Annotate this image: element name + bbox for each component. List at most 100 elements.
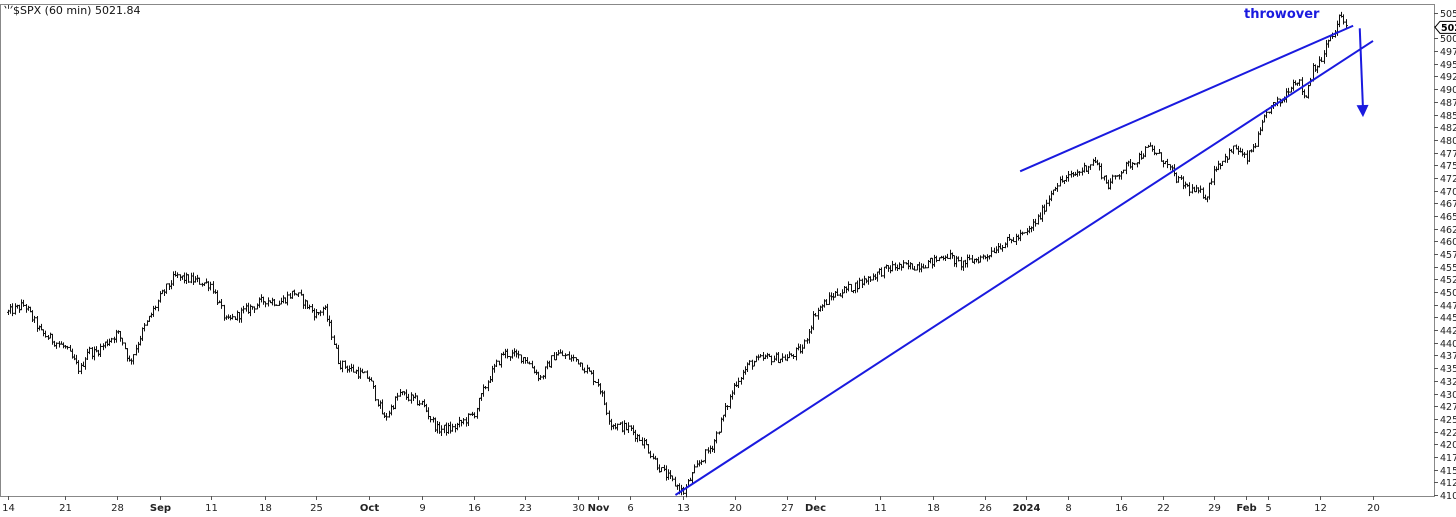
y-tick-label: 4125 [1440,478,1456,489]
ohlc-bar [1070,170,1073,178]
ohlc-bar [198,277,201,285]
x-tick-label: Nov [588,503,610,514]
ohlc-bar [924,265,927,269]
ohlc-bar [599,383,602,395]
ohlc-bar [159,291,162,303]
ohlc-bar [795,347,798,361]
ohlc-bar [93,346,96,361]
ohlc-bar [119,331,122,342]
ohlc-bar [341,360,344,373]
ohlc-bar [22,299,25,307]
ohlc-bar [128,355,131,362]
ohlc-bar [148,315,151,322]
ohlc-bar [1096,159,1099,166]
ohlc-bar [564,353,567,360]
ohlc-bar [869,276,872,282]
ohlc-bar [522,357,525,364]
ohlc-bar [33,315,36,324]
ohlc-bar [363,371,366,374]
ohlc-bar [319,310,322,317]
ohlc-bar [581,362,584,371]
x-axis: 14 21 28 Sep 11 18 25 Oct 9 16 23 30 Nov 6 13 20 27 Dec 11… [2,496,1380,514]
y-tick-label: 4500 [1440,288,1456,299]
ohlc-bar [715,431,718,444]
ohlc-bar [1012,237,1015,243]
ohlc-bar [1052,189,1055,196]
y-tick-label: 4600 [1440,237,1456,248]
ohlc-bar [1323,50,1326,64]
x-tick-label: 28 [111,503,124,514]
y-tick-label: 4300 [1440,390,1456,401]
x-tick-label: Dec [805,503,826,514]
ohlc-bar [553,352,556,361]
y-tick-label: 5050 [1440,9,1456,20]
ohlc-bar [693,464,696,474]
ohlc-bar [106,339,109,347]
ohlc-bar [801,344,804,354]
y-tick-label: 4800 [1440,136,1456,147]
ohlc-bar [825,299,828,306]
x-tick-label: 22 [1157,503,1170,514]
ohlc-bar [777,352,780,364]
arrow-head-icon [1356,104,1369,118]
ohlc-bar [9,304,12,314]
x-tick-label: 9 [419,503,425,514]
ohlc-bar [359,367,362,379]
ohlc-bar [139,335,142,346]
ohlc-bar [335,343,338,349]
ohlc-bar [1208,182,1211,200]
ohlc-bar [946,253,949,259]
x-tick-label: 30 [572,503,585,514]
ohlc-bar [42,329,45,337]
ohlc-bar [1193,186,1196,193]
ohlc-bar [1015,233,1018,246]
ohlc-bar [1109,178,1112,190]
ohlc-bar [473,412,476,419]
y-tick-label: 4950 [1440,60,1456,71]
ohlc-bar [933,254,936,267]
ohlc-bar [346,365,349,373]
ohlc-bar [1188,182,1191,197]
y-tick-label: 4325 [1440,377,1456,388]
ohlc-bar [601,390,604,397]
ohlc-bar [894,262,897,271]
ohlc-bar [348,365,351,373]
ohlc-bar [634,429,637,442]
ohlc-bar [1028,225,1031,234]
ohlc-bar [944,255,947,262]
ohlc-bar [971,255,974,263]
ohlc-bar [1067,171,1070,182]
y-tick-label: 4700 [1440,187,1456,198]
ohlc-bar [1059,176,1062,187]
ohlc-bar [416,395,419,406]
ohlc-bar [597,378,600,387]
ohlc-bar [641,437,644,446]
ohlc-bar [1017,234,1020,241]
ohlc-bar [20,299,23,311]
x-tick-label: 18 [927,503,940,514]
ohlc-bar [1045,199,1048,212]
ohlc-bar [568,351,571,360]
ohlc-bar [282,295,285,304]
ohlc-bar [330,319,333,341]
ohlc-bar [709,445,712,454]
ohlc-bar [1294,80,1297,86]
ohlc-bar [308,304,311,310]
ohlc-bar [735,381,738,388]
y-tick-label: 4750 [1440,161,1456,172]
ohlc-bar [1254,142,1257,149]
ohlc-bar [561,350,564,357]
ohlc-bar [484,386,487,390]
ohlc-bar [429,415,432,423]
ohlc-bar [88,346,91,355]
ohlc-bar [297,292,300,298]
ohlc-bar [616,423,619,431]
ohlc-bar [99,343,102,358]
ohlc-bar [1202,187,1205,199]
ohlc-bar [482,384,485,397]
y-tick-label: 4825 [1440,123,1456,134]
ohlc-bar [286,291,289,306]
y-tick-label: 4450 [1440,313,1456,324]
x-tick-label: 21 [59,503,72,514]
